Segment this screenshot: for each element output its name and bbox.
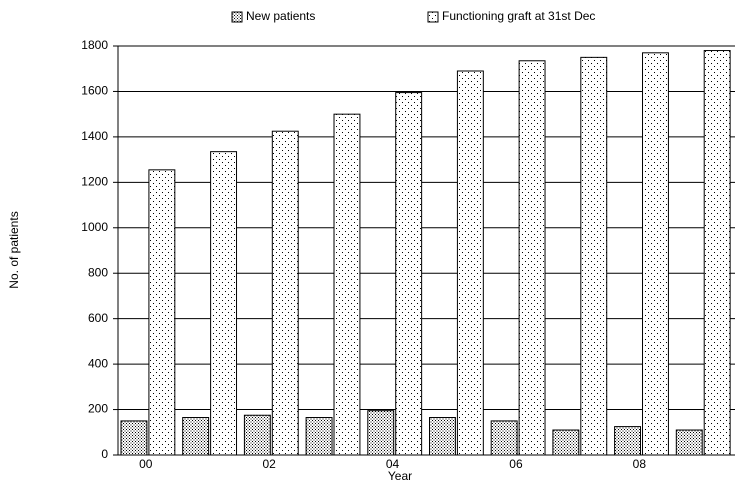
x-axis-label: Year: [388, 469, 412, 483]
legend-label: New patients: [246, 9, 315, 23]
y-tick-label: 1200: [81, 175, 108, 189]
bar: [614, 426, 642, 456]
bar: [243, 414, 271, 456]
bar: [642, 52, 669, 456]
y-tick-label: 800: [88, 265, 108, 279]
bar: [120, 420, 148, 456]
x-tick-label: 04: [386, 457, 400, 471]
bar: [367, 410, 395, 456]
bar: [552, 429, 580, 456]
y-tick-label: 1400: [81, 129, 108, 143]
bar: [429, 417, 456, 456]
legend-swatch: [427, 11, 439, 23]
y-tick-label: 600: [88, 311, 108, 325]
y-tick-label: 1800: [81, 38, 108, 52]
bar: [456, 70, 484, 456]
bar: [210, 151, 238, 456]
y-tick-label: 400: [88, 356, 108, 370]
bar: [490, 420, 518, 456]
bar: [305, 417, 333, 456]
x-tick-label: 08: [633, 457, 647, 471]
legend-swatch: [231, 11, 243, 23]
y-tick-label: 1600: [81, 84, 108, 98]
bar: [580, 56, 608, 456]
bar: [333, 113, 361, 456]
x-tick-label: 02: [262, 457, 276, 471]
x-tick-label: 00: [139, 457, 153, 471]
x-tick-label: 06: [509, 457, 523, 471]
bar: [182, 417, 210, 456]
y-axis-label: No. of patients: [7, 211, 21, 288]
y-tick-label: 0: [101, 447, 108, 461]
bar: [675, 429, 703, 456]
bar: [271, 130, 299, 456]
bar: [518, 60, 546, 456]
bar: [395, 92, 423, 456]
legend-label: Functioning graft at 31st Dec: [442, 9, 595, 23]
y-tick-label: 1000: [81, 220, 108, 234]
y-tick-label: 200: [88, 402, 108, 416]
bar: [703, 50, 731, 456]
bar: [148, 169, 176, 456]
